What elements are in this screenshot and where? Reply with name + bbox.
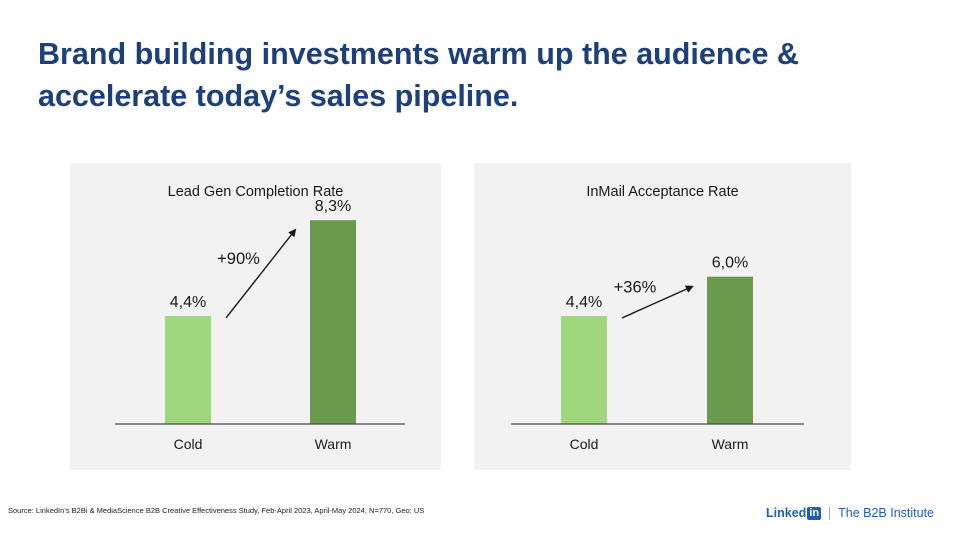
chart-title: Lead Gen Completion Rate xyxy=(168,184,344,200)
bar-cold xyxy=(165,315,211,424)
page-title: Brand building investments warm up the a… xyxy=(38,37,799,113)
brand-divider xyxy=(829,506,831,520)
linkedin-in-icon: in xyxy=(807,506,822,520)
brand-logo: Linked in The B2B Institute xyxy=(766,506,934,520)
growth-annotation: +90% xyxy=(217,250,260,268)
category-label-warm: Warm xyxy=(315,436,352,452)
linkedin-logo: Linked in xyxy=(766,506,822,520)
growth-arrow xyxy=(621,285,694,319)
category-label-cold: Cold xyxy=(174,436,203,452)
linkedin-wordmark: Linked xyxy=(766,506,807,520)
bar-cold xyxy=(561,315,607,424)
data-label-warm: 6,0% xyxy=(712,255,748,272)
data-label-cold: 4,4% xyxy=(566,294,602,311)
chart-title: InMail Acceptance Rate xyxy=(586,184,738,200)
chart-panel-inmail: InMail Acceptance Rate 4,4% Cold 6,0% Warm +3… xyxy=(474,163,851,470)
lead-gen-chart: Lead Gen Completion Rate 4,4% Cold 8,3% Warm… xyxy=(115,184,405,452)
data-label-warm: 8,3% xyxy=(315,198,351,215)
b2b-institute-label: The B2B Institute xyxy=(838,506,934,520)
category-label-warm: Warm xyxy=(712,436,749,452)
category-label-cold: Cold xyxy=(570,436,599,452)
source-note: Source: LinkedIn’s B2Bi & MediaScience B… xyxy=(8,506,425,515)
bar-warm xyxy=(707,276,753,424)
chart-panel-lead-gen: Lead Gen Completion Rate 4,4% Cold 8,3% Warm… xyxy=(70,163,441,470)
data-label-cold: 4,4% xyxy=(170,294,206,311)
growth-annotation: +36% xyxy=(614,278,657,296)
bar-warm xyxy=(310,220,356,424)
inmail-chart: InMail Acceptance Rate 4,4% Cold 6,0% Warm +3… xyxy=(511,184,804,452)
growth-arrow xyxy=(225,228,297,319)
